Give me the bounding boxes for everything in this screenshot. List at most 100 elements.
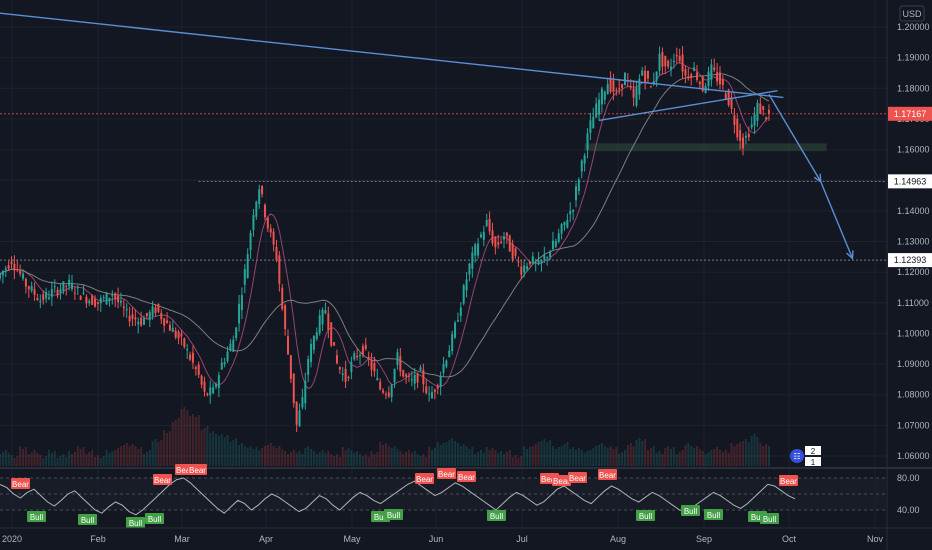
volume-bar xyxy=(551,446,554,466)
candle-body xyxy=(419,367,422,371)
x-axis-ticks[interactable]: 2020 Feb Mar Apr May Jun Jul Aug Sep Oct Nov xyxy=(2,534,884,544)
volume-bar xyxy=(442,443,445,466)
candle-body xyxy=(439,375,442,388)
volume-bar xyxy=(721,452,724,466)
candle-body xyxy=(730,97,733,109)
candle-body xyxy=(22,273,25,279)
candle-body xyxy=(215,384,217,387)
candle-body xyxy=(615,89,618,91)
volume-bar xyxy=(125,443,128,466)
volume-bar xyxy=(223,437,226,466)
candle-body xyxy=(189,354,192,360)
candle-body xyxy=(693,67,696,71)
candle-body xyxy=(661,51,664,67)
volume-bar xyxy=(623,450,626,466)
candle-body xyxy=(407,375,410,377)
price-axis[interactable] xyxy=(887,0,932,468)
volume-bar xyxy=(428,447,431,466)
candle-body xyxy=(47,297,50,299)
candle-body xyxy=(243,269,246,285)
candle-body xyxy=(45,291,48,299)
volume-bar xyxy=(655,453,658,466)
volume-bar xyxy=(258,450,261,466)
volume-bar xyxy=(22,449,25,466)
projection-arrows[interactable] xyxy=(768,94,854,260)
volume-bar xyxy=(183,407,186,466)
candle-body xyxy=(451,334,454,352)
volume-bar xyxy=(603,446,606,466)
volume-bar xyxy=(494,450,497,466)
volume-bar xyxy=(240,443,243,466)
oscillator-line xyxy=(0,477,796,516)
candle-body xyxy=(356,355,359,358)
volume-bar xyxy=(629,443,632,466)
volume-bar xyxy=(687,443,690,466)
candle-body xyxy=(701,76,704,91)
volume-bar xyxy=(79,449,82,466)
candle-body xyxy=(206,393,209,396)
volume-bar xyxy=(33,450,36,466)
volume-bar xyxy=(82,447,85,466)
candle-body xyxy=(520,266,523,275)
trendlines[interactable] xyxy=(0,12,784,122)
volume-bar xyxy=(379,442,382,466)
volume-bar xyxy=(433,448,436,466)
candle-body xyxy=(96,301,99,304)
x-tick-label: Jul xyxy=(516,534,528,544)
candle-body xyxy=(402,370,405,377)
volume-bar xyxy=(68,451,71,466)
volume-bar xyxy=(174,420,177,466)
candle-body xyxy=(304,380,307,404)
candle-body xyxy=(33,289,36,295)
candle-body xyxy=(128,315,131,322)
y-tick-label: 1.06000 xyxy=(897,451,930,461)
volume-bar xyxy=(762,446,765,466)
bear-signal-box xyxy=(568,472,587,483)
candle-body xyxy=(7,265,10,269)
candle-body xyxy=(295,401,298,425)
badge-sub: 1 xyxy=(811,458,816,467)
candle-body xyxy=(229,343,232,351)
volume-bar xyxy=(94,457,97,466)
volume-bar xyxy=(62,454,65,466)
volume-bar xyxy=(114,450,117,466)
volume-bar xyxy=(439,445,442,466)
volume-bar xyxy=(549,440,552,466)
volume-bar xyxy=(91,450,94,466)
volume-bar xyxy=(632,446,635,466)
bull-signal-label: Bull xyxy=(374,513,388,522)
volume-bar xyxy=(710,450,713,466)
badge-count: 2 xyxy=(811,447,816,456)
candle-body xyxy=(698,81,701,85)
bear-signal-box xyxy=(437,468,456,479)
candle-body xyxy=(379,381,382,390)
candle-body xyxy=(154,307,157,313)
candle-body xyxy=(341,373,344,375)
candle-body xyxy=(537,260,540,265)
candle-body xyxy=(531,256,534,263)
volume-bar xyxy=(272,446,275,466)
price-label-text: 1.14963 xyxy=(894,176,927,186)
candle-body xyxy=(289,355,292,379)
candle-body xyxy=(592,116,595,129)
volume-bar xyxy=(73,452,76,466)
volume-bar xyxy=(572,447,575,466)
price-label-text: 1.17167 xyxy=(894,109,927,119)
y-tick-label: 1.07000 xyxy=(897,420,930,430)
indicator-badge[interactable]: ☷ 2 1 xyxy=(790,446,821,467)
candle-body xyxy=(485,220,488,226)
candle-body xyxy=(569,210,572,215)
volume-bar xyxy=(384,443,387,466)
volume-bar xyxy=(678,452,681,466)
volume-bar xyxy=(635,440,638,466)
volume-bar xyxy=(520,456,523,466)
volume-bar xyxy=(514,455,517,466)
volume-bar xyxy=(727,453,730,466)
candles xyxy=(0,46,770,432)
oscillator-pane xyxy=(0,477,887,516)
bear-signal-box xyxy=(779,475,798,486)
candle-body xyxy=(174,330,177,338)
volume-bar xyxy=(713,449,716,466)
